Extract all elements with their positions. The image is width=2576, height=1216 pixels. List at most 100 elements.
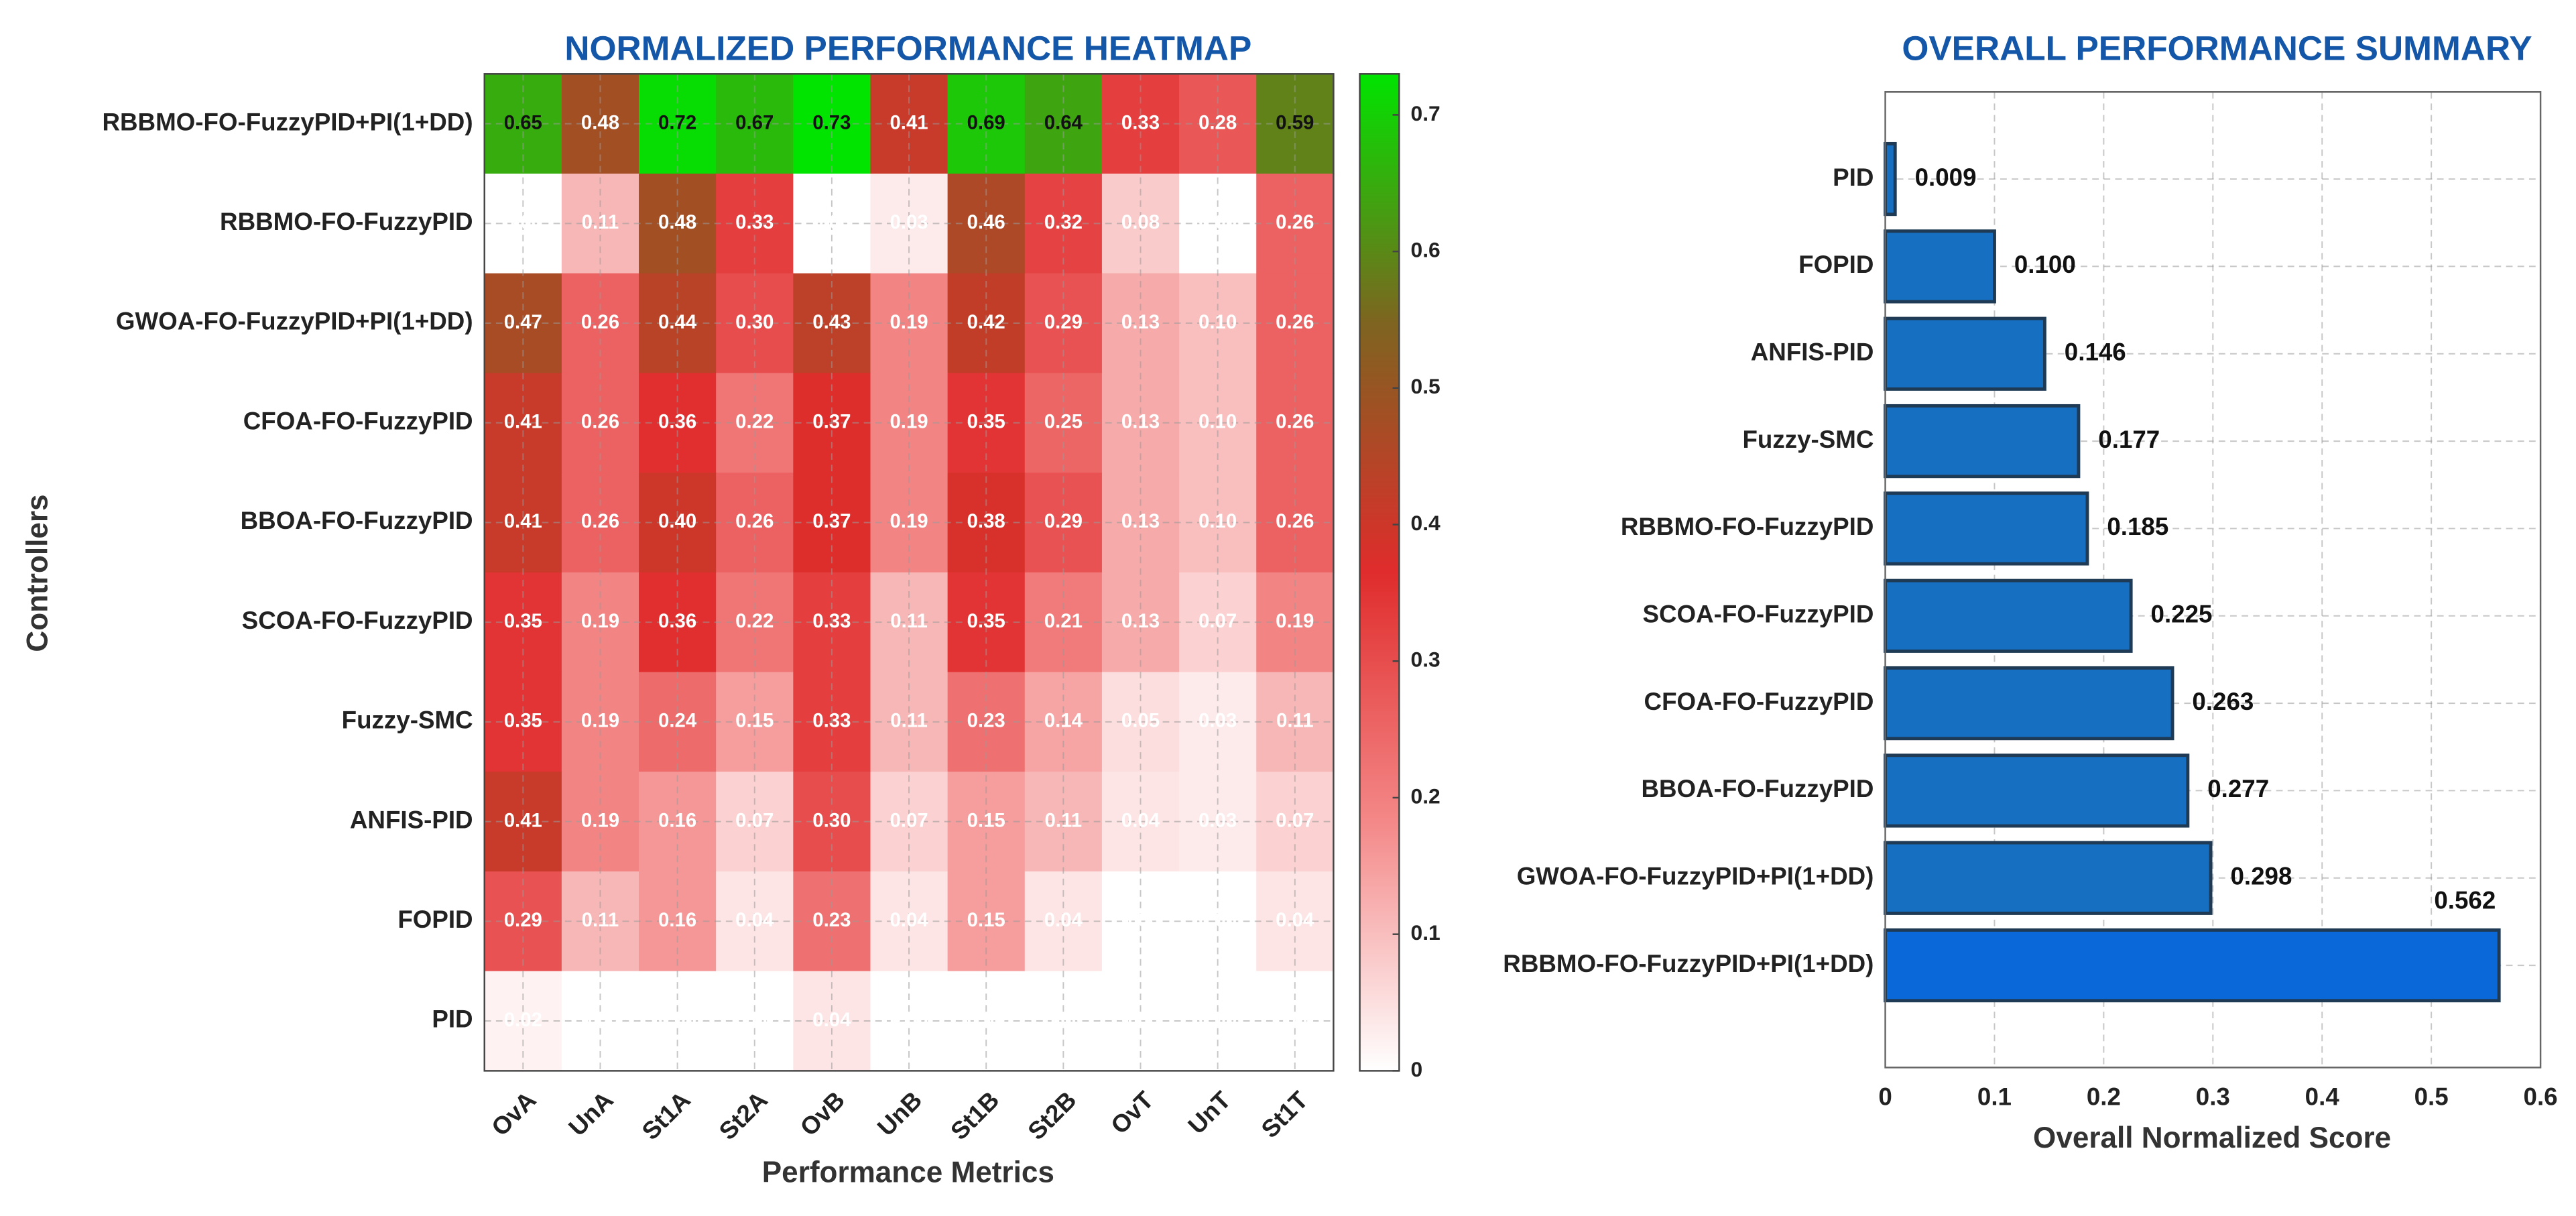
colorbar-tick-label: 0.3 <box>1411 648 1440 672</box>
cell-label: 0.36 <box>658 411 696 433</box>
cell-label: 0.11 <box>1045 809 1083 831</box>
x-tick-label: St1B <box>945 1086 1004 1145</box>
cell-label: 0.65 <box>504 111 542 133</box>
cell-label: 0.00 <box>1199 909 1237 931</box>
x-tick-label: St1T <box>1256 1086 1314 1144</box>
cell-label: 0.03 <box>1199 809 1237 831</box>
x-tick-label: OvA <box>486 1086 541 1141</box>
y-tick-label: PID <box>432 1006 473 1033</box>
cell-label: 0.10 <box>1199 411 1237 433</box>
cell-label: 0.16 <box>658 809 696 831</box>
cell-label: 0.00 <box>658 1009 696 1031</box>
cell-label: 0.35 <box>967 411 1005 433</box>
y-tick-label: PID <box>1833 164 1874 191</box>
cell-label: 0.10 <box>1199 311 1237 333</box>
x-tick-label: 0 <box>1878 1083 1892 1111</box>
cell-label: 0.29 <box>504 909 542 931</box>
cell-label: 0.22 <box>735 610 774 632</box>
cell-label: 0.26 <box>735 510 774 532</box>
cell-label: 0.19 <box>581 710 619 732</box>
cell-label: 0.48 <box>581 111 619 133</box>
value-label: 0.277 <box>2207 775 2269 802</box>
y-tick-label: FOPID <box>1798 251 1874 278</box>
x-tick-label: St2B <box>1022 1086 1081 1145</box>
cell-label: 0.67 <box>735 111 774 133</box>
cell-label: 0.00 <box>1199 1009 1237 1031</box>
cell-label: 0.35 <box>504 710 542 732</box>
bar <box>1884 491 2089 566</box>
colorbar-tick-label: 0.1 <box>1411 920 1440 945</box>
cell-label: 0.15 <box>735 710 774 732</box>
cell-label: 0.48 <box>658 211 696 233</box>
cell-label: 0.26 <box>1276 311 1314 333</box>
x-axis-label: Performance Metrics <box>762 1156 1054 1189</box>
cell-label: 0.11 <box>582 211 619 233</box>
value-label: 0.146 <box>2065 338 2126 365</box>
cell-label: 0.32 <box>1044 211 1083 233</box>
cell-label: 0.41 <box>890 111 928 133</box>
cell-label: 0.04 <box>735 909 774 931</box>
colorbar-tick-label: 0.2 <box>1411 784 1440 808</box>
y-tick-label: Fuzzy-SMC <box>342 707 473 734</box>
plot-frame <box>483 73 1335 1072</box>
y-tick-label: GWOA-FO-FuzzyPID+PI(1+DD) <box>116 308 473 335</box>
x-tick-label: UnT <box>1182 1086 1236 1140</box>
colorbar-tick-label: 0.7 <box>1411 101 1440 125</box>
cell-label: 0.00 <box>1199 211 1237 233</box>
colorbar-tick-label: 0.6 <box>1411 238 1440 262</box>
cell-label: 0.26 <box>1276 211 1314 233</box>
cell-label: 0.13 <box>1121 610 1160 632</box>
cell-label: 0.04 <box>890 909 928 931</box>
plot-frame <box>1884 90 2542 1069</box>
bar-title: OVERALL PERFORMANCE SUMMARY <box>1902 29 2532 68</box>
cell-label: 0.73 <box>812 111 851 133</box>
cell-label: 0.00 <box>581 1009 619 1031</box>
bar <box>1884 229 1996 304</box>
cell-label: 0.05 <box>1121 710 1160 732</box>
value-label: 0.225 <box>2151 600 2213 627</box>
y-tick-label: ANFIS-PID <box>350 806 473 833</box>
value-label: 0.263 <box>2192 688 2254 715</box>
cell-label: 0.19 <box>581 610 619 632</box>
cell-label: 0.22 <box>735 411 774 433</box>
cell-label: 0.26 <box>1276 510 1314 532</box>
y-tick-label: SCOA-FO-FuzzyPID <box>1643 600 1874 627</box>
value-label: 0.009 <box>1915 164 1977 191</box>
x-axis-label: Overall Normalized Score <box>2033 1121 2391 1154</box>
cell-label: 0.19 <box>890 510 928 532</box>
cell-label: 0.42 <box>967 311 1005 333</box>
cell-label: 0.04 <box>1044 909 1083 931</box>
cell-label: 0.00 <box>504 211 542 233</box>
cell-label: 0.11 <box>1276 710 1314 732</box>
cell-label: 0.26 <box>581 411 619 433</box>
x-tick-label: OvT <box>1105 1086 1159 1140</box>
cell-label: 0.36 <box>658 610 696 632</box>
cell-label: 0.30 <box>735 311 774 333</box>
cell-label: 0.19 <box>581 809 619 831</box>
y-tick-label: RBBMO-FO-FuzzyPID <box>1621 513 1874 540</box>
cell-label: 0.30 <box>812 809 851 831</box>
cell-label: 0.26 <box>1276 411 1314 433</box>
y-axis-label: Controllers <box>21 494 54 652</box>
x-tick-label: UnA <box>563 1086 618 1141</box>
cell-label: 0.43 <box>812 311 851 333</box>
y-tick-label: BBOA-FO-FuzzyPID <box>241 507 473 534</box>
cell-label: 0.13 <box>1121 510 1160 532</box>
cell-label: 0.25 <box>1044 411 1083 433</box>
bar <box>1884 316 2046 391</box>
cell-label: 0.21 <box>1044 610 1083 632</box>
cell-label: 0.02 <box>504 1009 542 1031</box>
bar <box>1884 141 1897 217</box>
cell-label: 0.13 <box>1121 411 1160 433</box>
y-tick-label: RBBMO-FO-FuzzyPID <box>220 208 473 235</box>
cell-label: 0.41 <box>504 411 542 433</box>
cell-label: 0.33 <box>812 710 851 732</box>
y-tick-label: RBBMO-FO-FuzzyPID+PI(1+DD) <box>1503 950 1874 977</box>
cell-label: 0.38 <box>967 510 1005 532</box>
cell-label: 0.23 <box>967 710 1005 732</box>
cell-label: 0.19 <box>890 411 928 433</box>
cell-label: 0.41 <box>504 809 542 831</box>
cell-label: 0.00 <box>735 1009 774 1031</box>
colorbar <box>1359 73 1400 1072</box>
cell-label: 0.07 <box>890 809 928 831</box>
